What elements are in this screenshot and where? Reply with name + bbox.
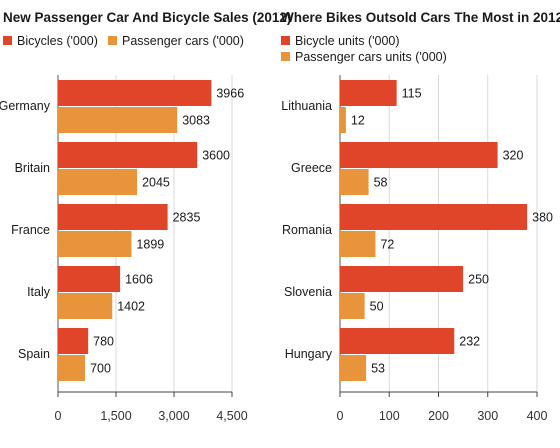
- chart-0-bar-3-1: [58, 293, 113, 319]
- chart-0-tick-label-3: 4,500: [216, 409, 247, 423]
- chart-0-legend-label-1: Passenger cars ('000): [122, 34, 244, 48]
- chart-1-bar-1-1: [340, 169, 369, 195]
- chart-0-value-label-4-0: 780: [93, 335, 114, 349]
- chart-0-value-label-0-0: 3966: [216, 87, 244, 101]
- chart-1-value-label-3-1: 50: [370, 300, 384, 314]
- chart-0-tick-label-2: 3,000: [158, 409, 189, 423]
- chart-1-bar-3-0: [340, 266, 464, 292]
- chart-1-tick-label-2: 200: [428, 409, 449, 423]
- chart-1-bar-2-0: [340, 204, 528, 230]
- chart-1-legend-label-1: Passenger cars units ('000): [295, 50, 447, 64]
- chart-0-value-label-2-0: 2835: [173, 211, 201, 225]
- chart-0-value-label-1-0: 3600: [202, 149, 230, 163]
- chart-1-bar-4-1: [340, 355, 367, 381]
- chart-1-tick-label-0: 0: [337, 409, 344, 423]
- chart-1-value-label-2-0: 380: [532, 211, 553, 225]
- chart-1-category-label-1: Greece: [291, 161, 332, 175]
- chart-1-category-label-3: Slovenia: [284, 285, 332, 299]
- chart-1-bar-0-0: [340, 80, 397, 106]
- chart-1-category-label-4: Hungary: [285, 347, 333, 361]
- chart-1-value-label-1-1: 58: [374, 176, 388, 190]
- chart-1-title: Where Bikes Outsold Cars The Most in 201…: [281, 10, 560, 25]
- chart-1-bar-2-1: [340, 231, 376, 257]
- chart-1-bar-0-1: [340, 107, 346, 133]
- chart-0-value-label-4-1: 700: [90, 362, 111, 376]
- chart-1-tick-label-4: 400: [527, 409, 548, 423]
- chart-0-bar-3-0: [58, 266, 121, 292]
- chart-1-tick-label-1: 100: [379, 409, 400, 423]
- chart-0-tick-label-1: 1,500: [100, 409, 131, 423]
- chart-1-value-label-0-1: 12: [351, 114, 365, 128]
- chart-0-value-label-2-1: 1899: [136, 238, 164, 252]
- chart-1-category-label-2: Romania: [282, 223, 332, 237]
- chart-1-legend-label-0: Bicycle units ('000): [295, 34, 400, 48]
- chart-0-bar-1-1: [58, 169, 138, 195]
- chart-0-bar-2-1: [58, 231, 132, 257]
- chart-0-bar-4-1: [58, 355, 86, 381]
- chart-0-category-label-1: Britain: [15, 161, 50, 175]
- chart-0-title: New Passenger Car And Bicycle Sales (201…: [3, 10, 291, 25]
- chart-0-bar-0-0: [58, 80, 212, 106]
- chart-1-bar-4-0: [340, 328, 455, 354]
- chart-0-value-label-3-1: 1402: [117, 300, 145, 314]
- chart-1-category-label-0: Lithuania: [281, 99, 332, 113]
- chart-0-bar-1-0: [58, 142, 198, 168]
- chart-1-legend-swatch-0: [281, 36, 290, 45]
- chart-0-category-label-0: Germany: [0, 99, 51, 113]
- chart-0-tick-label-0: 0: [55, 409, 62, 423]
- chart-0-value-label-3-0: 1606: [125, 273, 153, 287]
- chart-0-bar-2-0: [58, 204, 168, 230]
- chart-1-value-label-1-0: 320: [503, 149, 524, 163]
- chart-0-category-label-2: France: [11, 223, 50, 237]
- chart-1-tick-label-3: 300: [477, 409, 498, 423]
- chart-1-value-label-0-0: 115: [402, 87, 422, 101]
- chart-0-category-label-4: Spain: [18, 347, 50, 361]
- chart-0-category-label-3: Italy: [27, 285, 51, 299]
- chart-1-value-label-4-1: 53: [371, 362, 385, 376]
- chart-0-legend-swatch-0: [3, 36, 12, 45]
- chart-1-value-label-4-0: 232: [459, 335, 480, 349]
- chart-0-legend-swatch-1: [108, 36, 117, 45]
- chart-0-bar-4-0: [58, 328, 89, 354]
- chart-1-value-label-3-0: 250: [468, 273, 489, 287]
- chart-0-bar-0-1: [58, 107, 178, 133]
- chart-1-bar-1-0: [340, 142, 498, 168]
- chart-0-legend-label-0: Bicycles ('000): [17, 34, 98, 48]
- chart-1-legend-swatch-1: [281, 52, 290, 61]
- chart-1-value-label-2-1: 72: [380, 238, 394, 252]
- chart-0-value-label-0-1: 3083: [182, 114, 210, 128]
- chart-1-bar-3-1: [340, 293, 365, 319]
- chart-0-value-label-1-1: 2045: [142, 176, 170, 190]
